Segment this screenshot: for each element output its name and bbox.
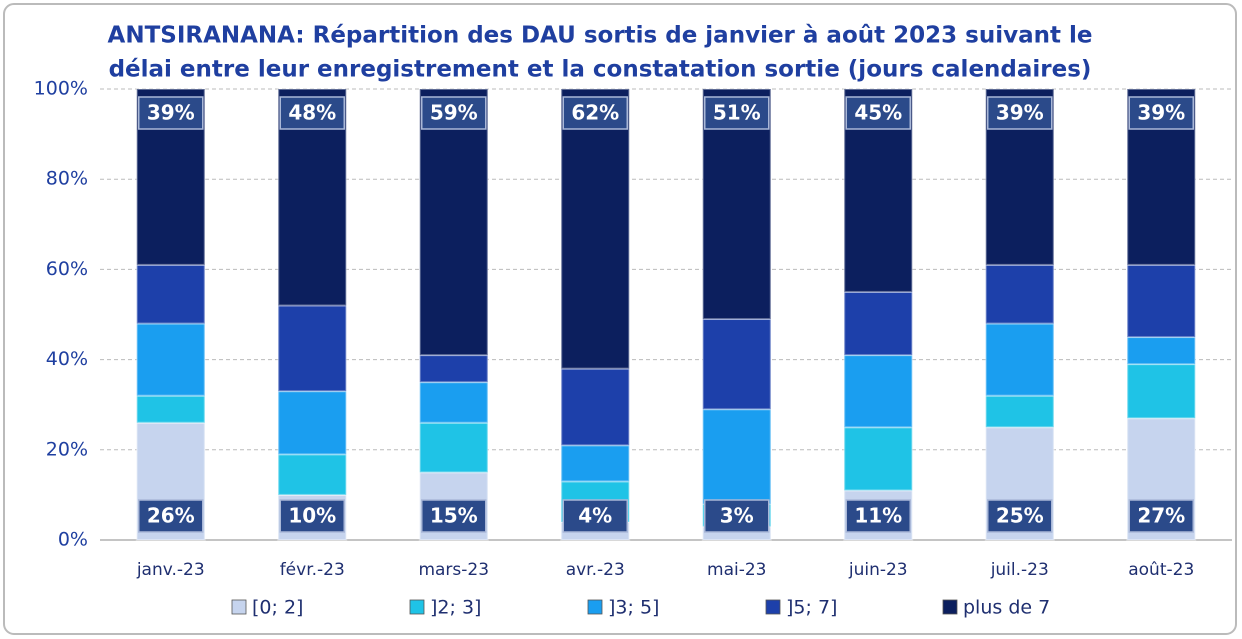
data-label-box	[987, 499, 1053, 533]
bar-segment	[135, 322, 206, 397]
bar-segment	[843, 290, 914, 357]
data-label: 45%	[854, 101, 902, 125]
legend-label: ]2; 3]	[430, 597, 481, 619]
bar-segment	[277, 390, 348, 456]
data-label-box	[704, 499, 770, 533]
x-tick-label: mai-23	[707, 560, 766, 580]
legend-swatch	[587, 599, 603, 615]
bar-segment	[560, 88, 631, 370]
data-label: 4%	[578, 504, 612, 528]
bar-segment	[984, 263, 1055, 325]
chart-title: ANTSIRANANA: Répartition des DAU sortis …	[108, 23, 1093, 49]
data-label-box	[138, 96, 204, 130]
bar-segment	[418, 421, 489, 474]
data-label: 11%	[854, 504, 902, 528]
legend-label: ]3; 5]	[608, 597, 659, 619]
data-label: 59%	[430, 101, 478, 125]
legend-label: ]5; 7]	[786, 597, 837, 619]
data-label: 51%	[713, 101, 761, 125]
data-label-box	[1128, 499, 1194, 533]
data-label: 48%	[288, 101, 336, 125]
bar-segment	[560, 367, 631, 447]
x-tick-label: janv.-23	[136, 560, 205, 580]
bar-segment	[1126, 263, 1197, 339]
data-label: 26%	[147, 504, 195, 528]
legend-swatch	[765, 599, 781, 615]
bar-segment	[135, 263, 206, 325]
legend-label: plus de 7	[963, 597, 1050, 619]
bar-segment	[277, 304, 348, 393]
bar-segment	[277, 453, 348, 496]
bar-segment	[701, 408, 772, 505]
bar-segment	[701, 318, 772, 411]
x-tick-label: juil.-23	[990, 560, 1049, 580]
data-label: 39%	[147, 101, 195, 125]
bar-segment	[418, 88, 489, 357]
data-label: 39%	[1137, 101, 1185, 125]
bar-segment	[984, 322, 1055, 397]
bar-segment	[843, 354, 914, 429]
data-label-box	[421, 499, 487, 533]
bar-segment	[418, 354, 489, 384]
data-label: 27%	[1137, 504, 1185, 528]
data-label-box	[704, 96, 770, 130]
bar-segment	[560, 444, 631, 483]
data-label-box	[845, 96, 911, 130]
data-label: 10%	[288, 504, 336, 528]
data-label-box	[562, 499, 628, 533]
data-label-box	[279, 96, 345, 130]
data-label: 62%	[571, 101, 619, 125]
data-label: 25%	[996, 504, 1044, 528]
data-label: 39%	[996, 101, 1044, 125]
data-label-box	[138, 499, 204, 533]
y-tick-label: 60%	[46, 258, 88, 280]
legend-swatch	[942, 599, 958, 615]
bar-segment	[135, 394, 206, 424]
data-label-box	[1128, 96, 1194, 130]
bar-segment	[1126, 363, 1197, 420]
legend-swatch	[231, 599, 247, 615]
data-label-box	[987, 96, 1053, 130]
bar-segment	[984, 394, 1055, 429]
y-tick-label: 80%	[46, 168, 88, 190]
x-tick-label: mars-23	[418, 560, 489, 580]
y-tick-label: 100%	[34, 78, 88, 100]
legend-label: [0; 2]	[252, 597, 303, 619]
x-tick-label: févr.-23	[280, 560, 345, 580]
x-tick-label: avr.-23	[566, 560, 625, 580]
data-label-box	[562, 96, 628, 130]
y-tick-label: 40%	[46, 348, 88, 370]
bar-segment	[843, 426, 914, 492]
data-label-box	[421, 96, 487, 130]
y-tick-label: 20%	[46, 438, 88, 460]
y-tick-label: 0%	[58, 529, 88, 551]
data-label-box	[279, 499, 345, 533]
data-label: 15%	[430, 504, 478, 528]
bar-segment	[1126, 336, 1197, 366]
x-tick-label: août-23	[1128, 560, 1194, 580]
data-label-box	[845, 499, 911, 533]
chart-title: délai entre leur enregistrement et la co…	[109, 57, 1092, 83]
data-label: 3%	[720, 504, 754, 528]
bar-segment	[418, 381, 489, 424]
legend-swatch	[409, 599, 425, 615]
x-tick-label: juin-23	[848, 560, 908, 580]
